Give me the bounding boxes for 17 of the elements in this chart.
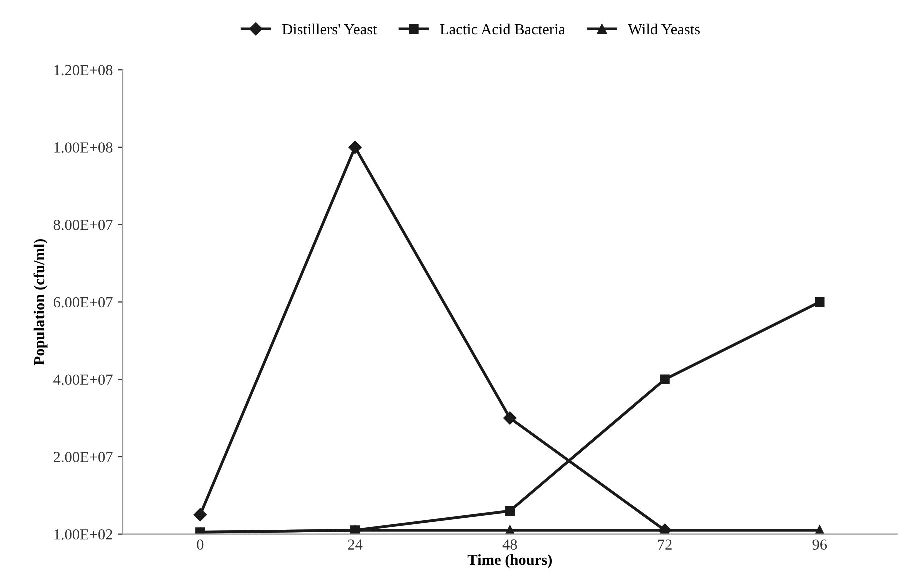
y-tick-label: 4.00E+07 bbox=[54, 374, 113, 386]
x-tick-label: 96 bbox=[812, 540, 828, 550]
x-axis-title: Time (hours) bbox=[468, 554, 552, 568]
x-tick-label: 24 bbox=[348, 540, 363, 550]
y-tick-label: 6.00E+07 bbox=[54, 297, 113, 308]
legend-label: Distillers' Yeast bbox=[282, 24, 378, 35]
x-tick-label: 72 bbox=[658, 540, 672, 550]
y-tick-label: 8.00E+07 bbox=[54, 220, 113, 230]
x-tick-label: 48 bbox=[502, 540, 518, 550]
y-tick-label: 1.00E+08 bbox=[54, 142, 113, 153]
y-tick-label: 2.00E+07 bbox=[54, 452, 113, 462]
y-tick-label: 1.20E+08 bbox=[54, 65, 113, 76]
x-tick-label: 0 bbox=[197, 540, 204, 550]
legend-label: Lactic Acid Bacteria bbox=[440, 24, 566, 35]
y-axis-title: Population (cfu/ml) bbox=[34, 239, 48, 366]
legend-label: Wild Yeasts bbox=[628, 24, 700, 35]
y-tick-label: 1.00E+02 bbox=[54, 530, 112, 540]
